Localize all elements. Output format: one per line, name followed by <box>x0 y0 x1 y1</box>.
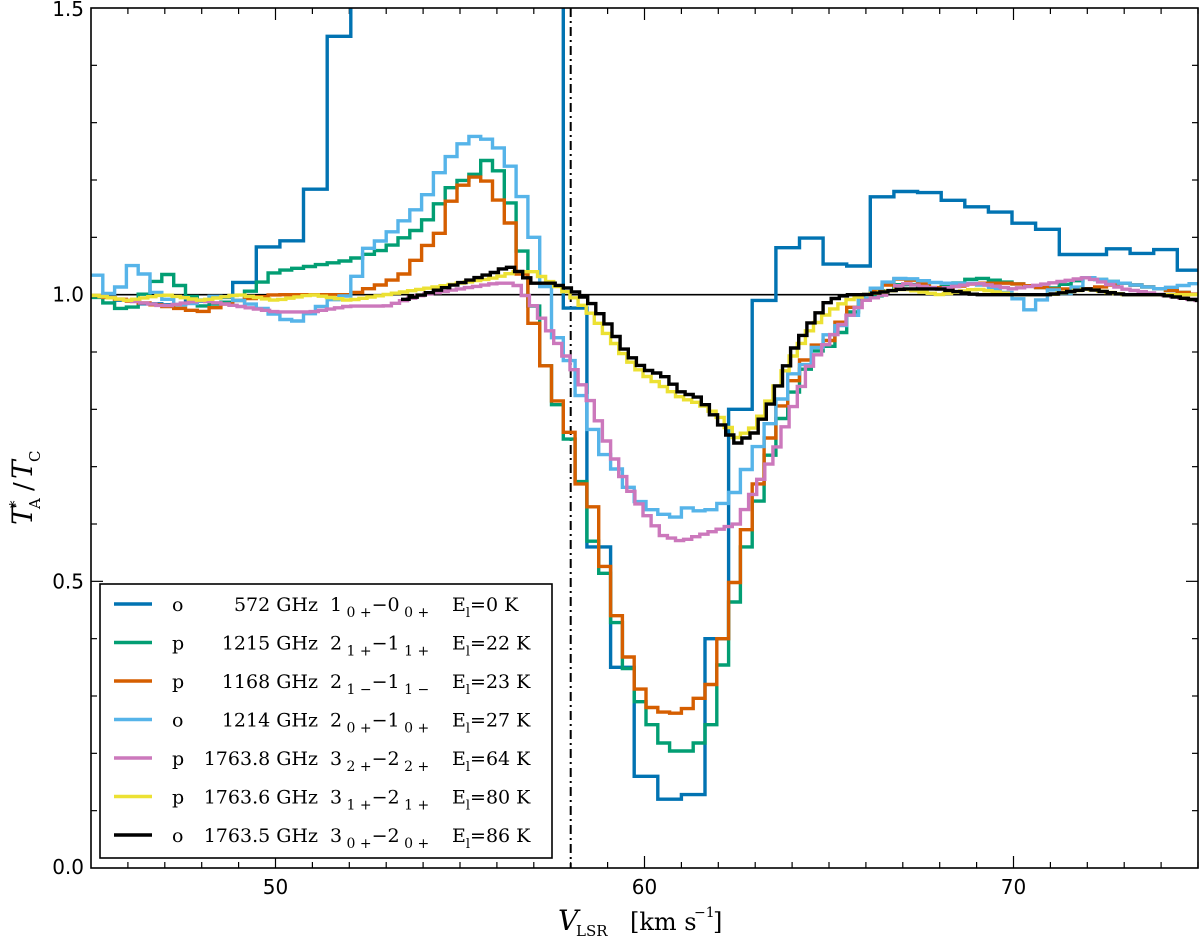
svg-text:T: T <box>6 458 39 479</box>
y-tick-label: 0.5 <box>52 569 84 593</box>
legend-frequency: 1763.6 GHz <box>204 787 318 809</box>
x-tick-label: 50 <box>263 875 288 899</box>
svg-text:−1: −1 <box>694 905 715 921</box>
legend-spin: p <box>172 787 184 809</box>
series-line-3 <box>91 175 1198 715</box>
legend-spin: o <box>172 825 183 847</box>
series-line-7 <box>401 265 1198 445</box>
tick-marks <box>91 8 1199 868</box>
series-line-5 <box>91 276 1198 543</box>
tick-labels: 50 60 70 0.0 0.5 1.0 1.5 <box>52 0 1026 899</box>
legend-transition: 3 1 +−2 1 + <box>330 787 429 814</box>
legend-spin: p <box>172 748 184 770</box>
series-line-1 <box>91 8 1198 801</box>
legend-frequency: 1763.5 GHz <box>204 825 318 847</box>
legend-transition: 2 0 +−1 0 + <box>330 710 429 737</box>
svg-text:T: T <box>6 504 39 525</box>
legend: o 572 GHz 1 0 +−0 0 + El=0 K p 1215 GHz 2 1 +−… <box>99 583 553 859</box>
legend-energy: El=64 K <box>452 748 531 775</box>
legend-energy: El=0 K <box>452 594 519 621</box>
svg-text:]: ] <box>713 908 722 936</box>
y-axis-title: T * A / T C <box>6 451 44 525</box>
y-tick-label: 1.5 <box>52 0 84 21</box>
plot-frame <box>90 7 1199 869</box>
y-tick-label: 1.0 <box>52 283 84 307</box>
svg-text:C: C <box>26 451 44 462</box>
legend-spin: o <box>172 710 183 732</box>
legend-frequency: 1763.8 GHz <box>204 748 318 770</box>
legend-transition: 2 1 −−1 1 − <box>330 671 429 698</box>
legend-frequency: 1168 GHz <box>222 671 318 693</box>
legend-spin: p <box>172 633 184 655</box>
x-tick-label: 60 <box>632 875 657 899</box>
x-axis-title: V LSR [km s −1 ] <box>558 904 722 940</box>
legend-energy: El=80 K <box>452 787 531 814</box>
svg-text:LSR: LSR <box>576 922 608 940</box>
svg-text:/: / <box>9 482 39 491</box>
legend-energy: El=27 K <box>452 710 531 737</box>
plot-area <box>91 8 1198 868</box>
legend-energy: El=23 K <box>452 671 531 698</box>
legend-frequency: 572 GHz <box>234 594 318 616</box>
legend-transition: 2 1 +−1 1 + <box>330 633 429 660</box>
series-line-4 <box>91 134 1198 519</box>
legend-transition: 1 0 +−0 0 + <box>330 594 429 621</box>
x-tick-label: 70 <box>1001 875 1026 899</box>
legend-spin: o <box>172 594 183 616</box>
legend-transition: 3 0 +−2 0 + <box>330 825 429 852</box>
svg-text:[km s: [km s <box>630 908 697 936</box>
svg-text:*: * <box>6 500 24 508</box>
y-tick-label: 0.0 <box>52 855 84 879</box>
series-layer <box>91 8 1198 801</box>
svg-text:V: V <box>558 904 581 937</box>
legend-frequency: 1214 GHz <box>222 710 318 732</box>
legend-frequency: 1215 GHz <box>222 633 318 655</box>
svg-text:A: A <box>26 498 44 510</box>
legend-transition: 3 2 +−2 2 + <box>330 748 429 775</box>
legend-energy: El=86 K <box>452 825 531 852</box>
legend-energy: El=22 K <box>452 633 531 660</box>
legend-spin: p <box>172 671 184 693</box>
legend-frame <box>99 583 553 859</box>
